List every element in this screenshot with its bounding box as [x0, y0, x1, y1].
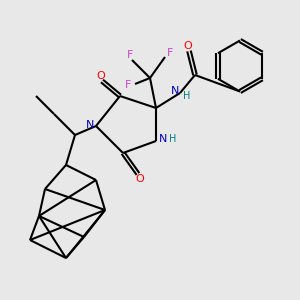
Text: N: N [158, 134, 167, 145]
Text: F: F [127, 50, 134, 60]
Text: F: F [167, 48, 174, 59]
Text: N: N [86, 119, 94, 130]
Text: O: O [96, 70, 105, 81]
Text: O: O [135, 174, 144, 184]
Text: N: N [170, 86, 179, 97]
Text: H: H [169, 134, 176, 145]
Text: F: F [125, 80, 132, 91]
Text: H: H [183, 91, 190, 101]
Text: O: O [183, 40, 192, 51]
